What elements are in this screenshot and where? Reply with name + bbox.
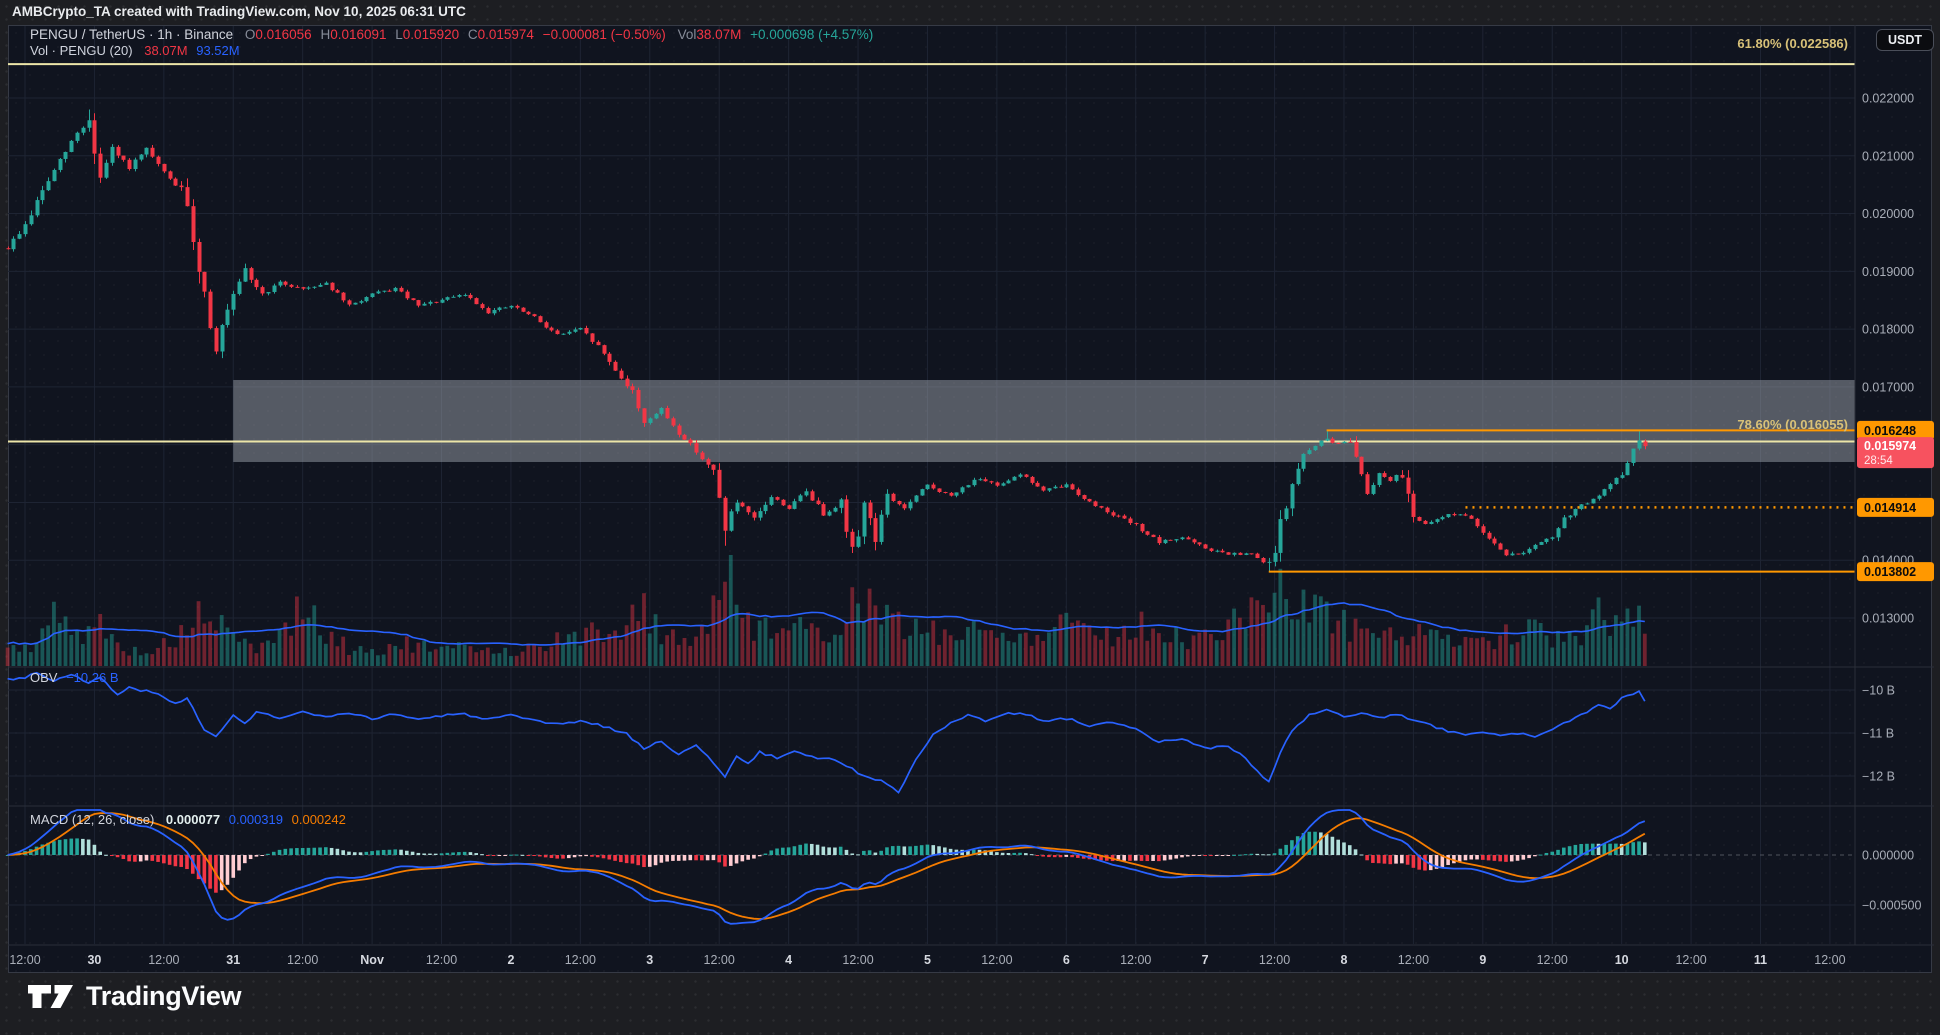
candlesticks <box>6 109 1648 572</box>
supply-zone <box>233 380 1855 462</box>
svg-text:12:00: 12:00 <box>1814 953 1845 967</box>
svg-text:0.000000: 0.000000 <box>1862 849 1914 863</box>
time-axis[interactable]: 12:00 30 12:00 31 12:00 Nov 12:00 2 12:00 3 12:00 4… <box>9 953 1845 967</box>
svg-text:0.013000: 0.013000 <box>1862 611 1914 625</box>
volume-indicator-title[interactable]: Vol · PENGU (20) <box>30 43 133 58</box>
volume-change: +0.000698 (+4.57%) <box>750 27 874 42</box>
svg-text:12:00: 12:00 <box>981 953 1012 967</box>
chart-widget <box>8 25 1932 973</box>
macd-indicator-row[interactable]: MACD (12, 26, close) 0.000077 0.000319 0… <box>30 812 346 827</box>
last-price-label: 0.015974 28:54 <box>1857 437 1934 469</box>
svg-text:0.022000: 0.022000 <box>1862 92 1914 106</box>
volume-ma-line <box>7 602 1645 646</box>
svg-text:11: 11 <box>1754 953 1767 967</box>
svg-text:0.014914: 0.014914 <box>1864 501 1916 515</box>
svg-text:7: 7 <box>1202 953 1209 967</box>
currency-toggle-button[interactable]: USDT <box>1876 29 1934 51</box>
svg-text:12:00: 12:00 <box>1675 953 1706 967</box>
symbol-info-row[interactable]: PENGU / TetherUS · 1h · Binance O0.01605… <box>30 27 873 42</box>
svg-text:0.020000: 0.020000 <box>1862 207 1914 221</box>
resistance-price-label: 0.016248 <box>1857 420 1934 440</box>
macd-label[interactable]: MACD <box>30 812 69 827</box>
svg-text:12:00: 12:00 <box>1120 953 1151 967</box>
volume-bars <box>5 554 1647 666</box>
macd-main-line <box>7 809 1646 925</box>
svg-text:0.016248: 0.016248 <box>1864 424 1916 438</box>
svg-text:4: 4 <box>785 953 792 967</box>
drawn-levels <box>1268 429 1855 573</box>
svg-text:0.015974: 0.015974 <box>1864 439 1916 453</box>
brand-name: TradingView <box>86 981 242 1011</box>
close-value: 0.015974 <box>477 27 534 42</box>
svg-text:−0.000500: −0.000500 <box>1862 899 1921 913</box>
volume-ma-value: 93.52M <box>196 43 240 58</box>
open-value: 0.016056 <box>255 27 312 42</box>
svg-text:−11 B: −11 B <box>1862 727 1894 741</box>
high-label: H <box>320 27 331 42</box>
svg-text:31: 31 <box>226 953 240 967</box>
low-value: 0.015920 <box>402 27 460 42</box>
svg-text:30: 30 <box>87 953 101 967</box>
macd-signal-line <box>7 812 1646 920</box>
svg-text:0.018000: 0.018000 <box>1862 323 1914 337</box>
macd-hist-value: 0.000077 <box>165 812 221 827</box>
svg-text:Nov: Nov <box>360 953 384 967</box>
footer-branding[interactable]: TradingView <box>26 981 242 1012</box>
low-label: L <box>395 27 403 42</box>
svg-text:2: 2 <box>507 953 514 967</box>
svg-text:5: 5 <box>924 953 931 967</box>
fib-level-lines <box>8 63 1855 443</box>
svg-text:9: 9 <box>1479 953 1486 967</box>
macd-line-value: 0.000319 <box>228 812 283 827</box>
svg-text:12:00: 12:00 <box>565 953 596 967</box>
svg-text:6: 6 <box>1063 953 1070 967</box>
svg-text:12:00: 12:00 <box>1259 953 1290 967</box>
svg-text:−12 B: −12 B <box>1862 770 1895 784</box>
close-label: C <box>467 27 478 42</box>
svg-text:12:00: 12:00 <box>704 953 735 967</box>
change-value: −0.000081 (−0.50%) <box>542 27 666 42</box>
mid-price-label: 0.014914 <box>1857 497 1934 517</box>
svg-text:3: 3 <box>646 953 653 967</box>
macd-signal-value: 0.000242 <box>291 812 346 827</box>
svg-text:12:00: 12:00 <box>426 953 457 967</box>
fib-618-label: 61.80% (0.022586) <box>1737 36 1848 51</box>
symbol-title[interactable]: PENGU / TetherUS · 1h · Binance <box>30 27 234 42</box>
fib-786-label: 78.60% (0.016055) <box>1737 417 1848 432</box>
volume-label: Vol <box>677 27 697 42</box>
svg-text:28:54: 28:54 <box>1864 455 1893 467</box>
svg-text:−10 B: −10 B <box>1862 684 1895 698</box>
svg-text:12:00: 12:00 <box>1537 953 1568 967</box>
support-price-label: 0.013802 <box>1857 562 1934 582</box>
svg-text:12:00: 12:00 <box>9 953 40 967</box>
svg-text:12:00: 12:00 <box>148 953 179 967</box>
volume-indicator-value: 38.07M <box>144 43 188 58</box>
svg-text:8: 8 <box>1341 953 1348 967</box>
tradingview-logo-icon <box>26 981 75 1012</box>
obv-line <box>7 671 1646 794</box>
obv-indicator-row[interactable]: OBV −10.26 B <box>30 670 119 685</box>
open-label: O <box>244 27 256 42</box>
svg-text:0.013802: 0.013802 <box>1864 565 1916 579</box>
obv-value: −10.26 B <box>66 670 119 685</box>
attribution-text: AMBCrypto_TA created with TradingView.co… <box>12 4 466 19</box>
svg-text:12:00: 12:00 <box>287 953 318 967</box>
svg-text:12:00: 12:00 <box>1398 953 1429 967</box>
price-scale-labels[interactable]: 0.016248 0.014914 0.013802 0.015974 28:54 <box>1857 420 1934 582</box>
high-value: 0.016091 <box>330 27 387 42</box>
svg-text:0.019000: 0.019000 <box>1862 265 1914 279</box>
pane-separators <box>8 25 1934 946</box>
volume-indicator-row[interactable]: Vol · PENGU (20) 38.07M 93.52M <box>30 43 240 58</box>
svg-text:10: 10 <box>1615 953 1629 967</box>
svg-text:0.017000: 0.017000 <box>1862 380 1914 394</box>
macd-histogram <box>5 831 1647 893</box>
svg-text:0.021000: 0.021000 <box>1862 149 1914 163</box>
svg-text:12:00: 12:00 <box>842 953 873 967</box>
volume-value: 38.07M <box>696 27 742 42</box>
obv-label[interactable]: OBV <box>30 670 58 685</box>
macd-params: (12, 26, close) <box>71 812 155 827</box>
